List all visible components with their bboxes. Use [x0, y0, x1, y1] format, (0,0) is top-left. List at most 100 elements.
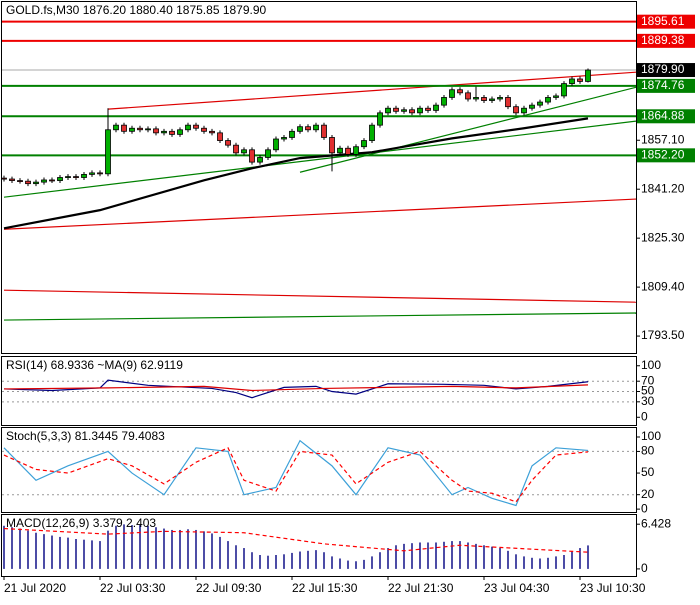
candle-body: [465, 92, 471, 100]
candle-body: [553, 95, 559, 98]
candle-body: [97, 172, 103, 175]
candle-body: [89, 172, 95, 175]
trend-line: [3, 198, 636, 230]
candle-body: [377, 112, 383, 126]
candle-body: [249, 149, 255, 163]
candle-body: [361, 140, 367, 148]
x-tick-label: 22 Jul 09:30: [196, 581, 262, 595]
candle-body: [33, 181, 39, 185]
candle-body: [65, 176, 71, 178]
level-label: 1889.38: [641, 33, 685, 47]
candle-body: [161, 130, 167, 134]
candle-body: [433, 104, 439, 111]
candle-body: [537, 101, 543, 106]
panel-plot: [2, 379, 636, 403]
x-tick-label: 22 Jul 03:30: [100, 581, 166, 595]
y-tick-label: 0: [641, 501, 648, 515]
candle-body: [329, 137, 335, 154]
candle-body: [137, 127, 143, 131]
candle-body: [193, 124, 199, 129]
last-price-bg: [637, 63, 695, 78]
y-tick-label: 1841.20: [641, 181, 685, 195]
x-tick-label: 22 Jul 21:30: [388, 581, 454, 595]
candle-body: [305, 126, 311, 131]
candle-body: [105, 129, 111, 175]
y-tick-label: 80: [641, 444, 655, 458]
chart-header: GOLD.fs,M30 1876.20 1880.40 1875.85 1879…: [6, 3, 267, 17]
rsi-title: RSI(14) 68.9336 ~MA(9) 62.9119: [6, 358, 183, 372]
level-label: 1895.61: [641, 14, 685, 28]
candle-body: [369, 124, 375, 141]
y-tick-label: 100: [641, 429, 661, 443]
panel-plot: [2, 20, 636, 321]
candle-body: [545, 97, 551, 103]
candle-body: [337, 147, 343, 154]
indicator-line: [3, 379, 589, 399]
level-label-bg: [637, 78, 695, 93]
candle-body: [73, 176, 79, 178]
y-tick-label: 6.428: [641, 516, 671, 530]
stoch-title: Stoch(5,3,3) 81.3445 79.4083: [6, 429, 165, 443]
candle-body: [385, 107, 391, 114]
candle-body: [481, 97, 487, 101]
macd-title: MACD(12,26,9) 3.379 2.403: [6, 516, 156, 530]
candle-body: [2, 177, 7, 180]
candle-body: [265, 149, 271, 158]
trend-line: [299, 86, 636, 173]
candle-body: [345, 147, 351, 155]
main-panel-frame: [1, 1, 637, 354]
level-label-bg: [637, 33, 695, 48]
candle-body: [321, 124, 327, 138]
candle-body: [289, 130, 295, 138]
x-tick-label: 22 Jul 15:30: [292, 581, 358, 595]
x-tick-label: 23 Jul 04:30: [484, 581, 550, 595]
candle-body: [457, 89, 463, 94]
candle-body: [145, 128, 151, 131]
candle-body: [273, 138, 279, 151]
candle-body: [177, 129, 183, 135]
y-tick-label: 0: [641, 409, 648, 423]
candle-body: [489, 98, 495, 101]
candle-body: [409, 109, 415, 114]
level-label: 1874.76: [641, 78, 685, 92]
candle-body: [353, 146, 359, 155]
candle-body: [153, 128, 159, 134]
candle-body: [417, 107, 423, 114]
candle-body: [473, 97, 479, 100]
candle-body: [585, 69, 591, 82]
macd-panel-frame: [1, 514, 637, 577]
candle-body: [233, 144, 239, 154]
candle-body: [569, 78, 575, 84]
candle-body: [49, 179, 55, 182]
y-tick-label: 100: [641, 358, 661, 372]
candle-body: [393, 107, 399, 112]
indicator-line: [3, 384, 589, 392]
y-tick-label: 70: [641, 373, 655, 387]
candle-body: [529, 104, 535, 109]
moving-average: [3, 117, 589, 230]
panel-plot: [2, 439, 636, 507]
candle-body: [169, 130, 175, 135]
y-tick-label: 30: [641, 394, 655, 408]
candle-body: [57, 177, 63, 181]
panel-plot: [3, 524, 589, 569]
x-tick-label: 21 Jul 2020: [4, 581, 66, 595]
last-price-label: 1879.90: [641, 62, 685, 76]
macd-signal: [3, 527, 589, 553]
y-tick-label: 50: [641, 384, 655, 398]
candle-body: [561, 83, 567, 97]
stoch-panel-frame: [1, 427, 637, 513]
y-tick-label: 1825.30: [641, 230, 685, 244]
candle-body: [25, 180, 31, 185]
candle-body: [241, 149, 247, 154]
candle-body: [441, 97, 447, 106]
candle-body: [225, 140, 231, 146]
candle-body: [217, 132, 223, 141]
candle-body: [113, 124, 119, 131]
y-tick-label: 1857.10: [641, 132, 685, 146]
trend-line: [3, 312, 636, 321]
x-tick-label: 23 Jul 10:30: [580, 581, 646, 595]
y-tick-label: 20: [641, 487, 655, 501]
